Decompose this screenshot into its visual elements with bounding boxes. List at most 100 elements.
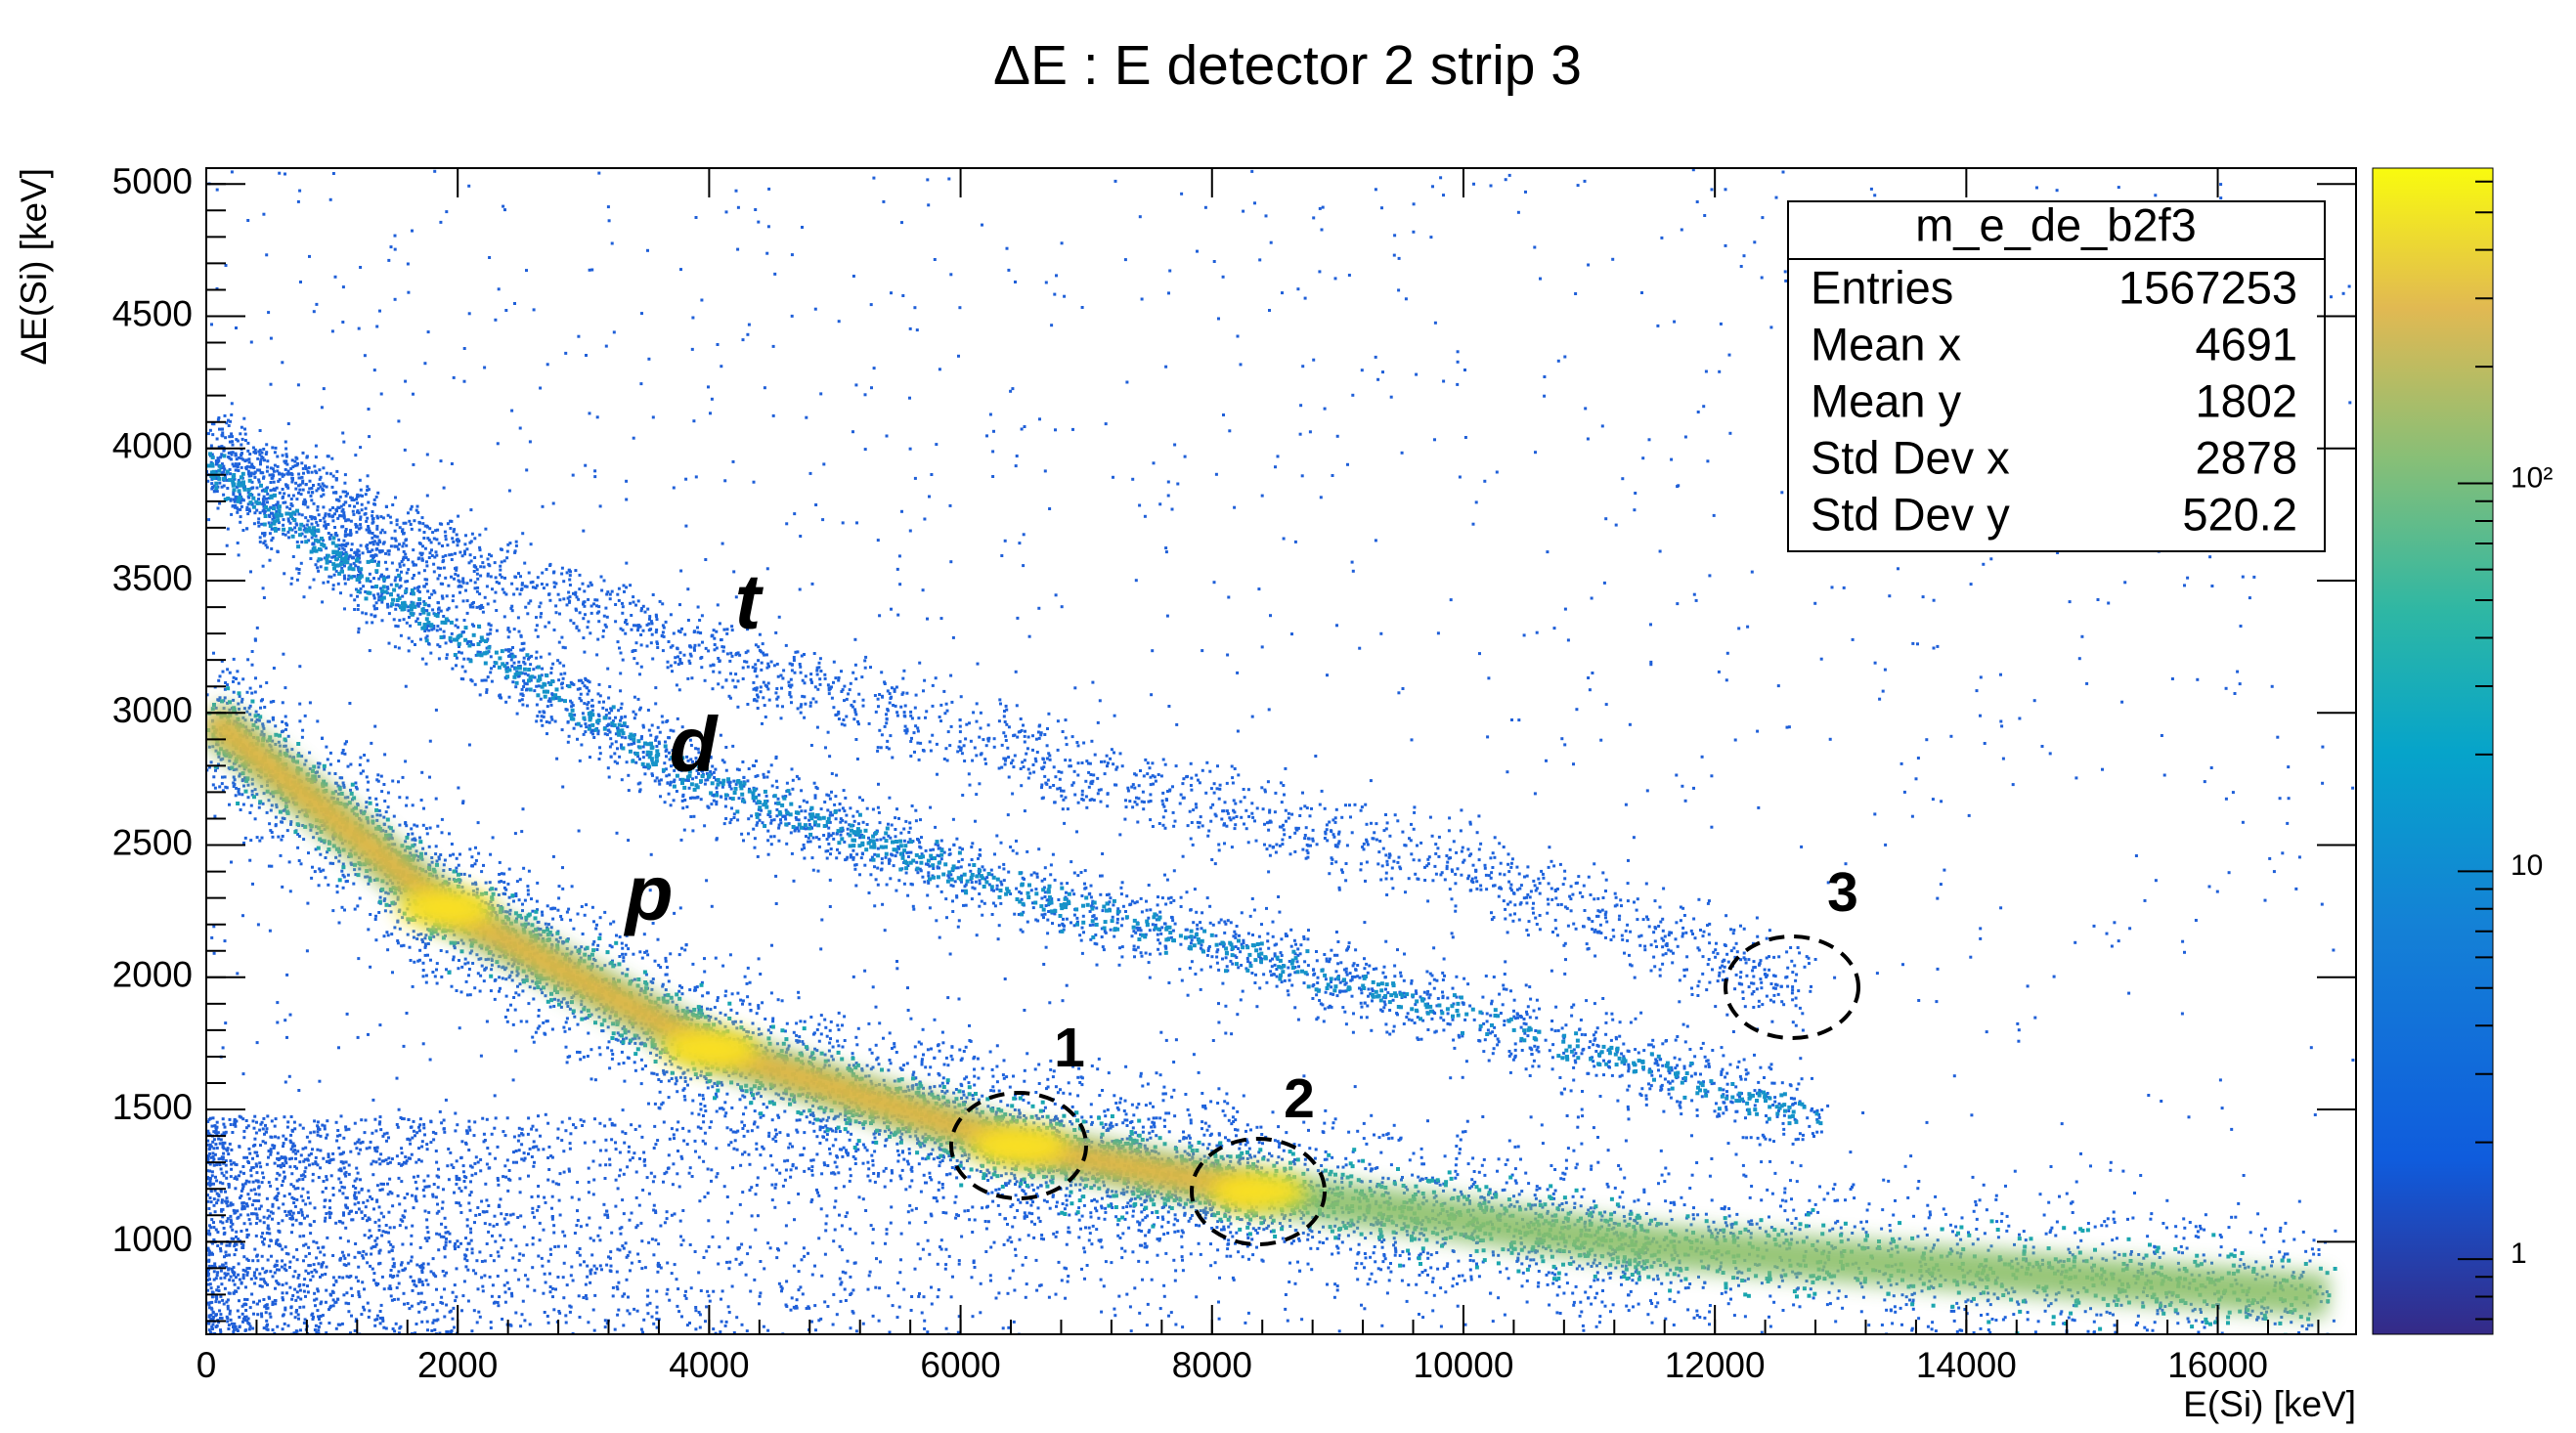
density-dot [520,830,524,834]
density-dot [589,1268,593,1272]
density-dot [264,1123,267,1127]
density-dot [705,1305,709,1309]
density-dot [586,1264,589,1268]
density-dot [2297,855,2301,859]
density-dot [741,338,745,342]
density-dot [754,1228,758,1232]
density-dot [988,413,992,416]
density-dot [692,419,696,423]
density-dot [706,735,710,739]
density-dot [304,1269,308,1273]
density-dot [502,204,505,208]
density-dot [1979,936,1983,940]
density-dot [671,644,675,648]
density-dot [569,1305,573,1309]
density-dot [244,1315,248,1319]
density-dot [1467,874,1471,878]
density-dot [415,1160,418,1164]
density-dot [295,1166,298,1170]
density-dot [227,1327,231,1330]
density-dot [448,1239,452,1243]
density-dot [1165,799,1168,802]
density-dot [1565,1114,1569,1117]
density-dot [1141,1278,1144,1281]
density-dot [322,1261,326,1265]
density-dot [246,1259,250,1262]
density-dot [575,1224,579,1228]
density-dot [1529,890,1533,893]
density-dot [320,406,324,410]
density-dot [785,522,789,526]
density-dot [311,1172,315,1176]
density-dot [1851,1185,1854,1189]
density-dot [452,1306,456,1310]
density-dot [300,475,304,479]
density-dot [494,1156,498,1160]
density-dot [225,1170,229,1174]
density-dot [919,741,923,745]
density-dot [1769,326,1773,329]
density-dot [255,486,259,490]
density-dot [694,475,698,479]
density-dot [1716,1114,1720,1118]
density-dot [234,1325,238,1329]
density-dot [1475,831,1479,835]
density-dot [215,1324,219,1327]
density-dot [578,1316,582,1319]
density-dot [890,686,894,690]
density-dot [1523,875,1526,879]
density-dot [851,975,855,978]
density-dot [725,631,729,635]
density-dot [1332,818,1335,822]
density-dot [865,1064,869,1067]
density-dot [830,685,833,689]
density-dot [274,1299,278,1302]
density-dot [221,1157,225,1161]
density-dot [283,1155,286,1159]
density-dot [381,1317,385,1321]
density-dot [1546,550,1550,554]
density-dot [415,1263,419,1267]
density-dot [933,1085,937,1089]
density-dot [546,1321,550,1324]
density-dot [654,613,658,617]
density-dot [298,1305,302,1309]
density-dot [694,1309,698,1313]
density-dot [510,409,514,413]
density-dot [957,997,961,1001]
density-dot [1510,857,1514,861]
density-dot [1011,1269,1015,1273]
density-dot [573,1232,577,1235]
density-dot [582,1119,586,1123]
density-dot [1266,1158,1270,1162]
density-dot [1507,870,1511,874]
density-dot [1576,184,1580,188]
density-dot [617,598,621,602]
density-dot [679,838,683,842]
density-dot [336,516,340,520]
density-dot [1131,477,1135,481]
density-dot [220,1133,224,1137]
density-dot [337,1046,340,1050]
density-dot [795,1298,799,1302]
density-dot [209,1286,213,1290]
density-dot [530,1155,534,1158]
density-dot [1167,1195,1171,1199]
density-dot [426,1282,430,1286]
density-dot [294,1310,298,1314]
density-dot [266,1282,269,1286]
density-dot [276,1001,280,1005]
density-dot [1312,216,1316,220]
density-dot [289,1115,293,1118]
density-dot [1385,1291,1389,1295]
density-dot [233,1118,237,1122]
density-dot [2180,1012,2184,1016]
density-dot [1742,254,1746,258]
density-dot [266,1114,270,1118]
density-dot [582,602,585,606]
density-dot [1910,814,1914,818]
density-dot [1056,787,1060,791]
density-dot [219,1188,223,1192]
density-dot [951,635,955,639]
density-dot [1828,737,1832,741]
